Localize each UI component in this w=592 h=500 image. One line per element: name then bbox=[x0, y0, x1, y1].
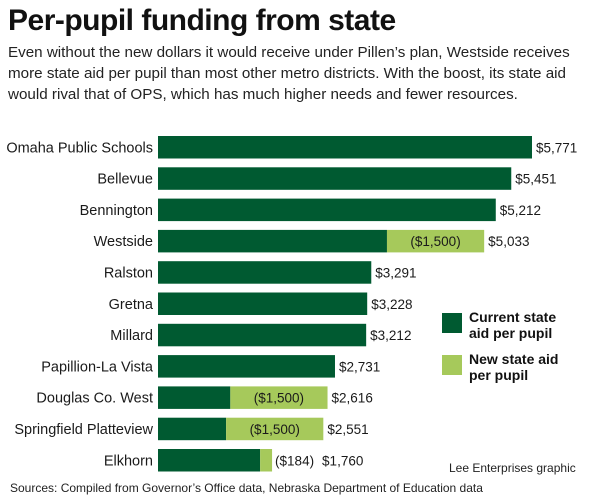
total-value-label: $5,033 bbox=[488, 234, 529, 249]
category-label: Papillion-La Vista bbox=[41, 359, 154, 375]
legend-item-current: Current state aid per pupil bbox=[442, 309, 569, 341]
total-value-label: $5,771 bbox=[536, 140, 577, 155]
chart-title: Per-pupil funding from state bbox=[8, 4, 396, 37]
sources-line: Sources: Compiled from Governor’s Office… bbox=[10, 481, 483, 495]
category-label: Springfield Platteview bbox=[14, 422, 153, 438]
bar-new-aid bbox=[386, 229, 485, 253]
total-value-label: $3,291 bbox=[375, 265, 416, 280]
total-value-label: $1,760 bbox=[322, 453, 363, 468]
credit-line: Lee Enterprises graphic bbox=[449, 461, 576, 475]
total-value-label: $2,616 bbox=[332, 391, 373, 406]
category-label: Gretna bbox=[109, 297, 154, 313]
bar-current-aid bbox=[158, 417, 227, 441]
category-label: Omaha Public Schools bbox=[6, 140, 153, 156]
legend-label-new: New state aid per pupil bbox=[469, 351, 559, 383]
category-label: Bennington bbox=[80, 203, 153, 219]
legend: Current state aid per pupil New state ai… bbox=[434, 305, 580, 391]
total-value-label: $5,212 bbox=[500, 203, 541, 218]
legend-item-new: New state aid per pupil bbox=[442, 351, 569, 383]
bar-new-aid bbox=[260, 449, 273, 472]
new-aid-label: ($184) bbox=[275, 453, 314, 468]
new-aid-label: ($1,500) bbox=[254, 391, 304, 406]
total-value-label: $3,212 bbox=[370, 328, 411, 343]
bar-current-aid bbox=[158, 292, 368, 315]
bar-current-aid bbox=[158, 136, 532, 159]
category-label: Westside bbox=[94, 234, 153, 250]
category-label: Elkhorn bbox=[104, 453, 153, 469]
new-aid-label: ($1,500) bbox=[410, 234, 460, 249]
chart-subtitle: Even without the new dollars it would re… bbox=[8, 44, 570, 103]
new-aid-label: ($1,500) bbox=[250, 422, 300, 437]
total-value-label: $2,551 bbox=[327, 422, 368, 437]
category-label: Bellevue bbox=[97, 172, 153, 188]
category-label: Douglas Co. West bbox=[36, 391, 153, 407]
total-value-label: $3,228 bbox=[371, 297, 412, 312]
total-value-label: $2,731 bbox=[339, 359, 380, 374]
category-label: Millard bbox=[110, 328, 153, 344]
legend-label-current: Current state aid per pupil bbox=[469, 309, 557, 341]
bar-current-aid bbox=[158, 386, 231, 409]
bar-current-aid bbox=[158, 449, 261, 472]
legend-swatch-current bbox=[442, 313, 462, 333]
bar-new-aid bbox=[226, 417, 324, 441]
bar-current-aid bbox=[158, 167, 512, 190]
category-label: Ralston bbox=[104, 265, 153, 281]
legend-swatch-new bbox=[442, 355, 462, 375]
bar-new-aid bbox=[230, 386, 328, 409]
bar-current-aid bbox=[158, 261, 372, 284]
total-value-label: $5,451 bbox=[515, 172, 556, 187]
bar-current-aid bbox=[158, 229, 387, 253]
bar-current-aid bbox=[158, 198, 496, 222]
bar-current-aid bbox=[158, 323, 367, 347]
bar-current-aid bbox=[158, 355, 335, 378]
